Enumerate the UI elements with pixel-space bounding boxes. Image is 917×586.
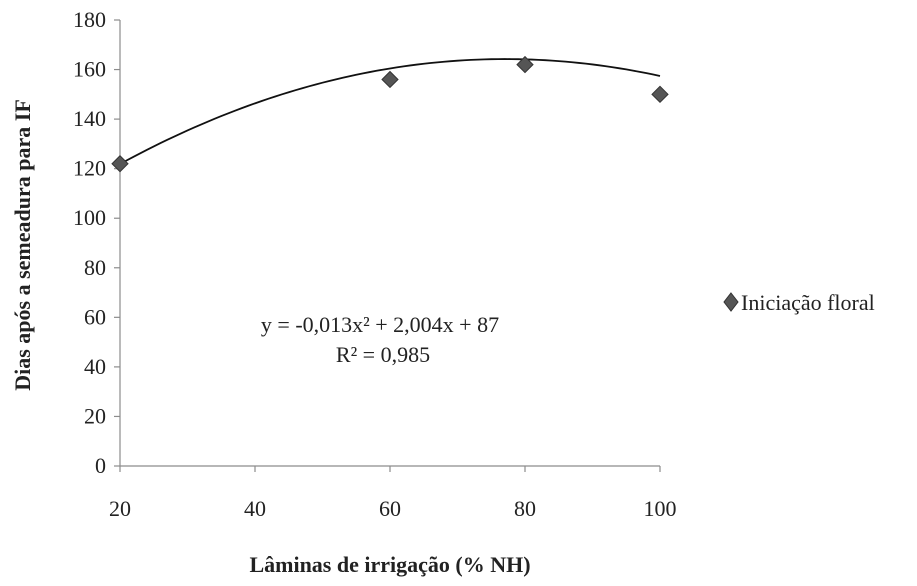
y-tick-label: 160	[73, 57, 106, 82]
y-tick-label: 60	[84, 304, 106, 329]
data-point-diamond	[651, 85, 669, 104]
y-tick-label: 120	[73, 156, 106, 181]
x-axis-title: Lâminas de irrigação (% NH)	[249, 552, 530, 577]
y-tick-label: 0	[95, 453, 106, 478]
y-axis-title: Dias após a semeadura para IF	[10, 99, 35, 391]
legend-label: Iniciação floral	[741, 290, 875, 315]
x-tick-label: 20	[109, 496, 131, 521]
y-tick-label: 180	[73, 7, 106, 32]
equation-text: y = -0,013x² + 2,004x + 87	[261, 312, 499, 337]
x-tick-label: 80	[514, 496, 536, 521]
r-squared-text: R² = 0,985	[336, 342, 430, 367]
legend: Iniciação floral	[723, 290, 875, 315]
y-tick-label: 80	[84, 255, 106, 280]
y-tick-label: 140	[73, 106, 106, 131]
x-tick-label: 60	[379, 496, 401, 521]
points-layer	[111, 55, 669, 173]
y-tick-label: 20	[84, 403, 106, 428]
trendline-layer	[119, 58, 661, 165]
x-tick-label: 40	[244, 496, 266, 521]
data-point-diamond	[111, 155, 129, 173]
y-tick-label: 40	[84, 354, 106, 379]
data-point-diamond	[516, 55, 534, 74]
legend-marker-diamond	[723, 292, 739, 312]
trendline-curve	[119, 58, 661, 165]
y-tick-label: 100	[73, 205, 106, 230]
x-tick-label: 100	[644, 496, 677, 521]
data-point-diamond	[381, 70, 399, 89]
